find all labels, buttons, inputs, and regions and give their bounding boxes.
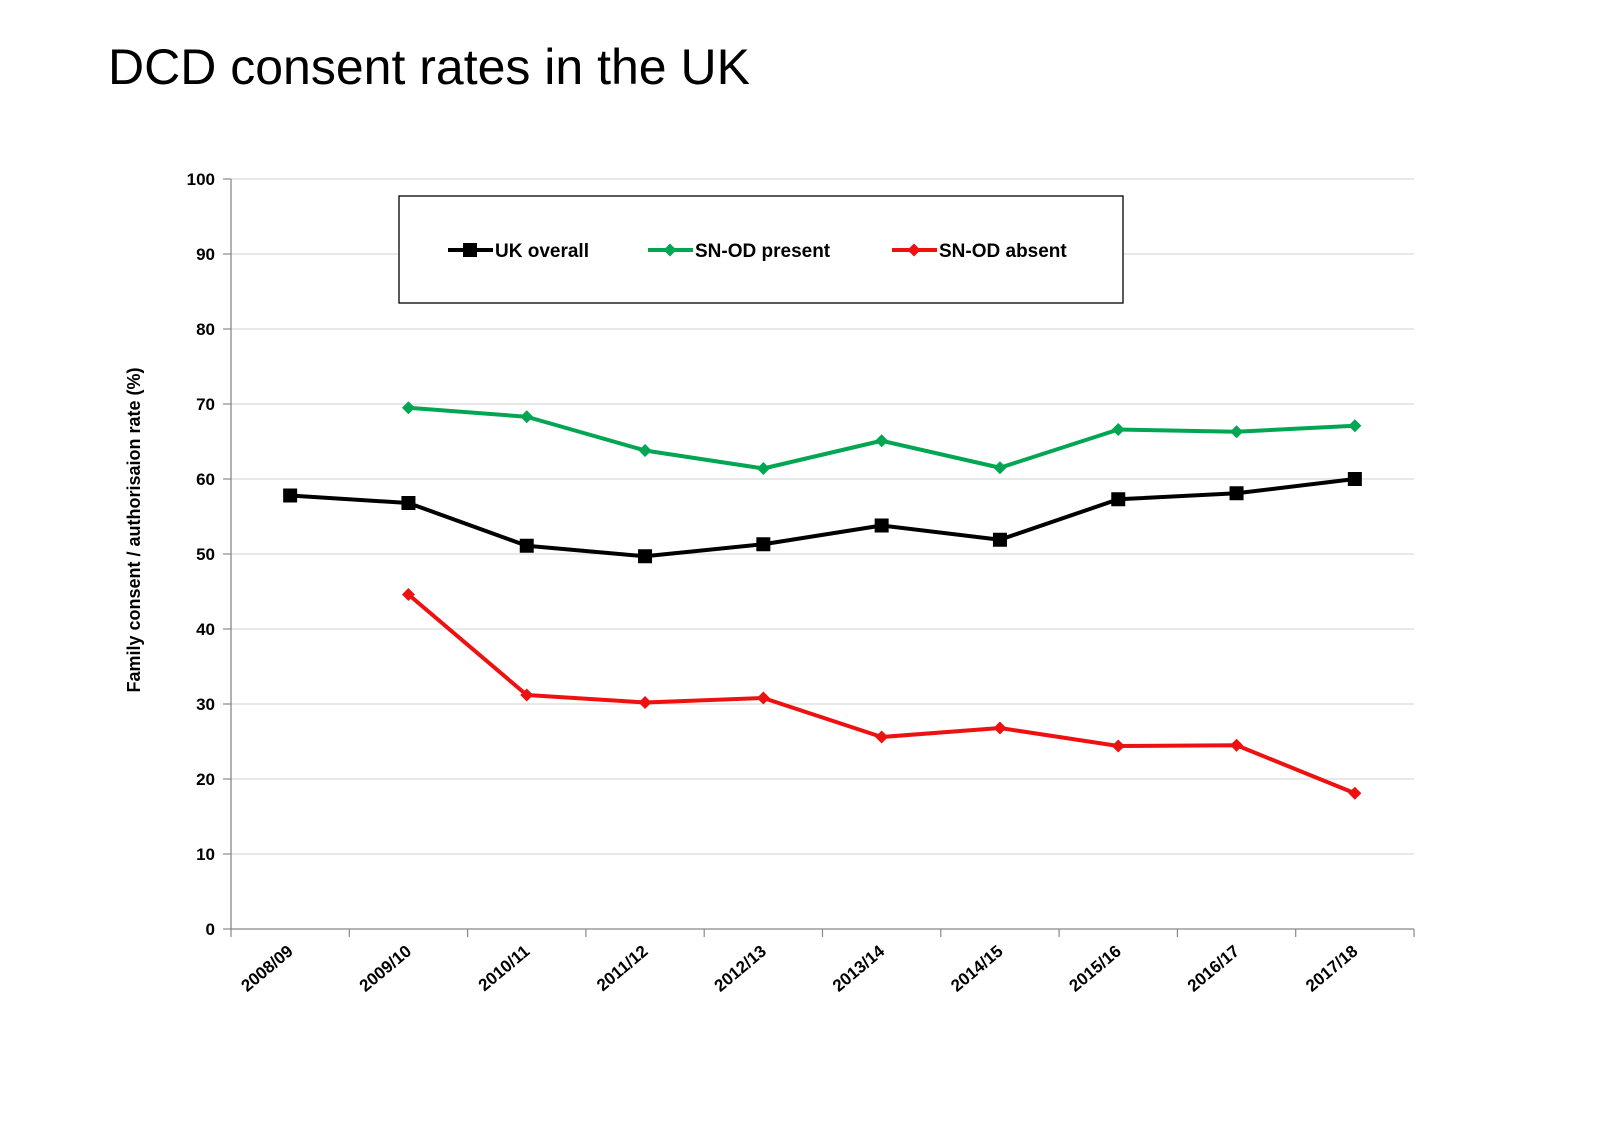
y-tick-label: 50 <box>196 545 215 564</box>
sn-od-present-point <box>875 434 889 448</box>
y-tick-label: 90 <box>196 245 215 264</box>
sn-od-absent-point <box>638 696 652 709</box>
uk-overall-point <box>638 549 653 564</box>
y-axis-label: Family consent / authorisaion rate (%) <box>124 367 144 692</box>
x-tick-label: 2009/10 <box>356 942 415 996</box>
legend-swatch-marker <box>907 243 921 257</box>
legend-swatch-marker <box>663 243 677 257</box>
y-tick-labels: 0 10 20 30 40 50 60 70 80 90 100 <box>187 170 215 939</box>
series-layer <box>283 401 1362 800</box>
sn-od-present-point <box>1111 423 1125 436</box>
legend-item-sn-od-present: SN-OD present <box>648 241 831 262</box>
axes <box>223 178 1415 937</box>
y-tick-label: 30 <box>196 695 215 714</box>
uk-overall-point <box>756 537 771 552</box>
sn-od-present-point <box>1230 425 1244 439</box>
series-uk-overall <box>283 472 1362 564</box>
x-tick-label: 2012/13 <box>711 942 770 996</box>
y-tick-label: 40 <box>196 620 215 639</box>
y-tick-label: 0 <box>206 920 215 939</box>
x-tick-label: 2016/17 <box>1184 942 1243 996</box>
legend-item-sn-od-absent: SN-OD absent <box>892 241 1067 262</box>
sn-od-absent-point <box>756 691 770 705</box>
legend-label: UK overall <box>495 241 589 262</box>
series-sn-od-absent <box>401 588 1362 800</box>
sn-od-absent-point <box>1230 738 1244 752</box>
sn-od-present-point <box>756 462 770 475</box>
x-tick-label: 2015/16 <box>1066 942 1125 996</box>
sn-od-present-point <box>520 410 534 424</box>
uk-overall-point <box>519 538 534 553</box>
sn-od-absent-line <box>407 592 1356 796</box>
uk-overall-point <box>874 518 889 533</box>
uk-overall-point <box>1229 486 1244 501</box>
sn-od-absent-point <box>1348 786 1362 800</box>
sn-od-absent-point <box>993 721 1007 735</box>
sn-od-absent-point <box>401 588 415 601</box>
x-tick-label: 2011/12 <box>593 942 652 995</box>
uk-overall-point <box>283 488 298 503</box>
y-tick-label: 70 <box>196 395 215 414</box>
legend-swatch-marker <box>463 243 477 257</box>
uk-overall-point <box>401 496 416 510</box>
sn-od-present-point <box>638 444 652 457</box>
series-sn-od-present <box>401 401 1362 475</box>
legend-item-uk-overall: UK overall <box>448 241 589 262</box>
legend-label: SN-OD present <box>695 241 831 262</box>
legend-box <box>398 195 1124 304</box>
legend: UK overall SN-OD present SN-OD absent <box>398 195 1124 304</box>
uk-overall-point <box>1347 472 1362 486</box>
uk-overall-point <box>992 532 1007 547</box>
uk-overall-point <box>1111 492 1126 507</box>
y-tick-label: 60 <box>196 470 215 489</box>
sn-od-present-point <box>401 401 415 415</box>
sn-od-absent-point <box>1111 739 1125 753</box>
sn-od-present-point <box>1348 419 1362 433</box>
x-tick-label: 2008/09 <box>237 942 296 996</box>
sn-od-absent-point <box>520 688 534 702</box>
x-tick-label: 2014/15 <box>947 942 1006 996</box>
x-tick-label: 2013/14 <box>829 941 889 995</box>
uk-overall-line <box>290 477 1356 559</box>
sn-od-absent-point <box>875 730 889 744</box>
x-tick-labels: 2008/09 2009/10 2010/11 2011/12 2012/13 2013/… <box>237 941 1361 995</box>
y-tick-label: 100 <box>187 170 215 189</box>
x-tick-label: 2017/18 <box>1302 942 1361 996</box>
y-tick-label: 10 <box>196 845 215 864</box>
x-tick-label: 2010/11 <box>475 942 534 995</box>
slide-title: DCD consent rates in the UK <box>108 39 750 95</box>
legend-label: SN-OD absent <box>939 241 1067 262</box>
y-tick-label: 80 <box>196 320 215 339</box>
y-tick-label: 20 <box>196 770 215 789</box>
sn-od-present-point <box>993 461 1007 475</box>
